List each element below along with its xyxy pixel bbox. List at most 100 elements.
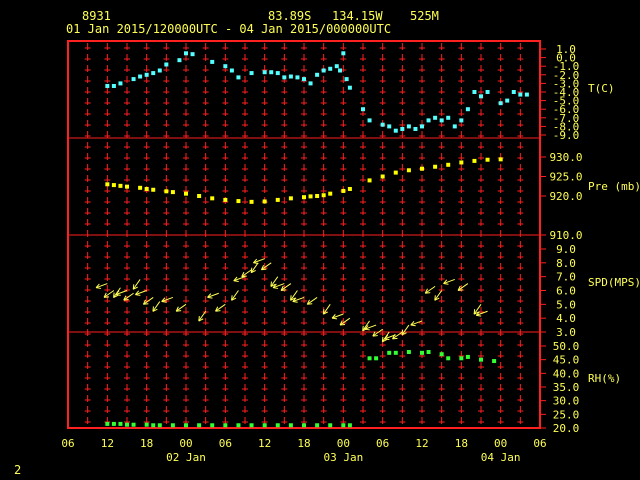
y-tick-label: 4.0 — [556, 312, 576, 325]
data-point — [190, 52, 195, 57]
data-point — [479, 94, 483, 99]
panel-label: SPD(MPS) — [588, 276, 640, 289]
panel-label: T(C) — [588, 82, 615, 95]
wind-arrow — [198, 310, 207, 322]
wind-arrow — [253, 258, 265, 265]
y-tick-label: -1.0 — [553, 60, 580, 73]
y-tick-label: 30.0 — [553, 395, 580, 408]
data-point — [406, 350, 411, 355]
data-point — [344, 77, 349, 82]
station-id: 8931 — [82, 9, 111, 23]
data-point — [446, 115, 451, 120]
wind-arrow — [231, 290, 239, 301]
data-point — [524, 92, 529, 97]
x-tick-label: 12 — [258, 437, 271, 450]
wind-arrow — [270, 276, 279, 287]
wind-arrow — [434, 290, 443, 301]
data-point — [498, 157, 503, 162]
data-point — [111, 421, 116, 426]
y-tick-label: -2.0 — [553, 69, 580, 82]
data-point — [131, 77, 136, 82]
data-point — [138, 74, 143, 79]
data-point — [400, 126, 405, 131]
wind-arrow — [306, 297, 318, 305]
data-point — [518, 92, 523, 97]
x-tick-label: 12 — [101, 437, 114, 450]
data-point — [236, 423, 241, 428]
wind-arrow — [372, 328, 383, 337]
data-point — [347, 85, 352, 90]
data-point — [485, 90, 490, 94]
wind-arrow — [322, 304, 331, 315]
data-point — [328, 423, 333, 428]
data-point — [275, 423, 280, 428]
data-point — [210, 59, 215, 64]
wind-arrow — [401, 324, 410, 336]
data-point — [288, 423, 293, 428]
x-tick-label: 00 — [494, 437, 507, 450]
wind-arrow — [280, 283, 292, 291]
data-point — [459, 356, 464, 361]
data-point — [223, 64, 228, 69]
wind-arrow — [443, 278, 455, 285]
data-point — [184, 423, 188, 428]
data-point — [164, 62, 169, 67]
data-point — [420, 166, 424, 171]
data-point — [229, 68, 234, 73]
y-tick-label: 9.0 — [556, 243, 576, 256]
data-point — [347, 186, 352, 191]
data-point — [236, 199, 241, 204]
x-tick-label: 12 — [415, 437, 428, 450]
y-tick-label: 6.0 — [556, 285, 576, 298]
data-point — [282, 75, 287, 80]
data-point — [341, 51, 346, 56]
y-tick-label: -8.0 — [553, 120, 580, 133]
wind-arrow — [410, 320, 423, 327]
x-tick-label: 06 — [533, 437, 546, 450]
panel-label: RH(%) — [588, 372, 621, 385]
data-point — [144, 422, 149, 427]
data-point — [380, 174, 385, 179]
station-elev: 525M — [410, 9, 439, 23]
data-point — [302, 423, 306, 428]
data-point — [157, 423, 162, 428]
data-point — [197, 194, 202, 198]
data-point — [459, 160, 464, 165]
data-point — [334, 64, 339, 69]
data-point — [321, 193, 326, 198]
data-point — [184, 51, 188, 56]
data-point — [111, 183, 116, 188]
wind-arrow — [331, 313, 344, 320]
data-point — [341, 423, 346, 428]
wind-arrow — [290, 290, 298, 301]
data-point — [328, 191, 333, 196]
data-point — [302, 195, 306, 200]
y-tick-label: 8.0 — [556, 257, 576, 270]
data-point — [118, 421, 123, 426]
data-point — [479, 357, 483, 362]
data-point — [118, 183, 123, 188]
data-point — [269, 70, 274, 75]
data-point — [170, 190, 175, 195]
x-tick-label: 00 — [179, 437, 192, 450]
data-point — [125, 184, 129, 189]
data-point — [420, 124, 424, 129]
data-point — [249, 423, 254, 428]
data-point — [367, 178, 372, 183]
data-point — [105, 182, 110, 187]
y-tick-label: -9.0 — [553, 129, 580, 142]
data-point — [164, 189, 169, 194]
y-tick-label: -5.0 — [553, 95, 580, 108]
station-lon: 134.15W — [332, 9, 383, 23]
x-day-label: 02 Jan — [166, 451, 206, 464]
data-point — [170, 423, 175, 428]
x-tick-label: 00 — [337, 437, 350, 450]
data-point — [426, 350, 431, 355]
data-point — [387, 350, 392, 355]
data-point — [315, 194, 320, 198]
data-point — [426, 118, 431, 123]
data-point — [295, 75, 300, 80]
data-point — [125, 422, 129, 427]
data-point — [131, 422, 136, 427]
data-point — [485, 157, 490, 162]
